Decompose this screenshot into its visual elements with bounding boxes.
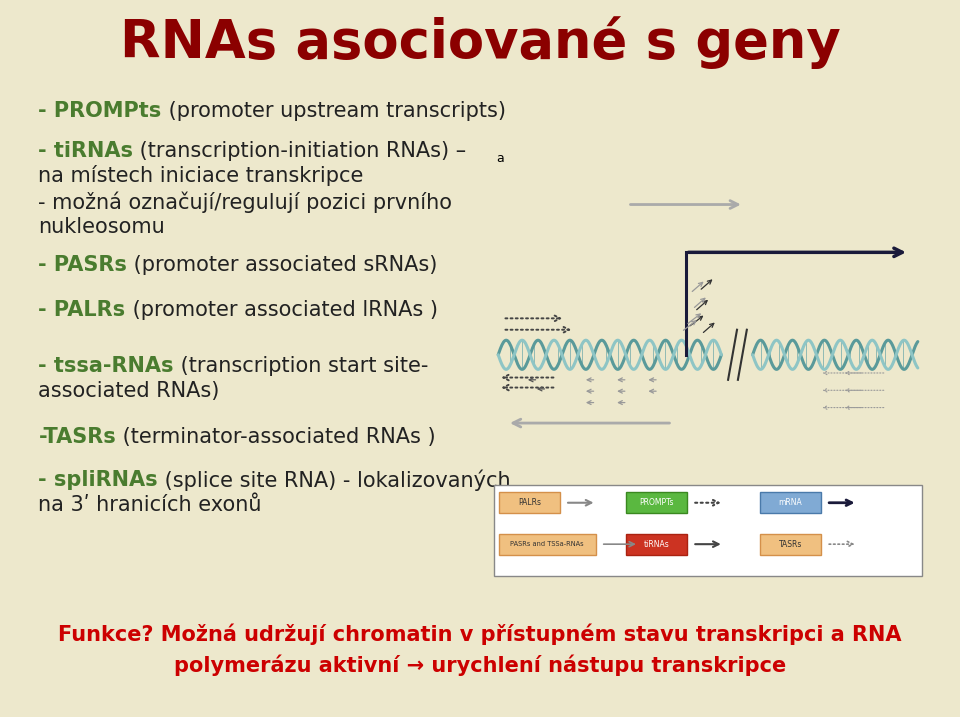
- Text: (transcription start site-: (transcription start site-: [174, 356, 428, 376]
- FancyBboxPatch shape: [493, 485, 923, 576]
- Text: (transcription-initiation RNAs) –: (transcription-initiation RNAs) –: [133, 141, 467, 161]
- Text: tiRNAs: tiRNAs: [644, 540, 669, 549]
- Text: nukleosomu: nukleosomu: [38, 217, 165, 237]
- Text: TASRs: TASRs: [779, 540, 803, 549]
- Text: mRNA: mRNA: [779, 498, 803, 507]
- Text: -TASRs: -TASRs: [38, 427, 116, 447]
- FancyBboxPatch shape: [626, 493, 687, 513]
- Text: - tiRNAs: - tiRNAs: [38, 141, 133, 161]
- Text: (splice site RNA) - lokalizovaných: (splice site RNA) - lokalizovaných: [158, 470, 511, 491]
- Text: na 3ʹ hranicích exonů: na 3ʹ hranicích exonů: [38, 495, 262, 516]
- FancyBboxPatch shape: [626, 533, 687, 555]
- FancyBboxPatch shape: [759, 493, 822, 513]
- Text: - tssa-RNAs: - tssa-RNAs: [38, 356, 174, 376]
- Text: - PALRs: - PALRs: [38, 300, 126, 320]
- FancyBboxPatch shape: [498, 533, 596, 555]
- Text: (promoter upstream transcripts): (promoter upstream transcripts): [161, 101, 506, 121]
- Text: (promoter associated lRNAs ): (promoter associated lRNAs ): [126, 300, 438, 320]
- Text: (terminator-associated RNAs ): (terminator-associated RNAs ): [116, 427, 436, 447]
- Text: associated RNAs): associated RNAs): [38, 381, 220, 401]
- FancyBboxPatch shape: [498, 493, 561, 513]
- Text: polymerázu aktivní → urychlení nástupu transkripce: polymerázu aktivní → urychlení nástupu t…: [174, 655, 786, 676]
- Text: Funkce? Možná udržují chromatin v přístupném stavu transkripci a RNA: Funkce? Možná udržují chromatin v přístu…: [59, 624, 901, 645]
- Text: PALRs: PALRs: [518, 498, 540, 507]
- FancyBboxPatch shape: [759, 533, 822, 555]
- Text: RNAs asociované s geny: RNAs asociované s geny: [120, 16, 840, 70]
- Text: PASRs and TSSa-RNAs: PASRs and TSSa-RNAs: [511, 541, 584, 547]
- Text: (promoter associated sRNAs): (promoter associated sRNAs): [128, 255, 438, 275]
- Text: - PROMPts: - PROMPts: [38, 101, 161, 121]
- Text: a: a: [496, 152, 504, 165]
- Text: na místech iniciace transkripce: na místech iniciace transkripce: [38, 165, 364, 186]
- Text: - PASRs: - PASRs: [38, 255, 128, 275]
- Text: - spliRNAs: - spliRNAs: [38, 470, 158, 490]
- Text: PROMPTs: PROMPTs: [639, 498, 674, 507]
- Text: - možná označují/regulují pozici prvního: - možná označují/regulují pozici prvního: [38, 191, 452, 213]
